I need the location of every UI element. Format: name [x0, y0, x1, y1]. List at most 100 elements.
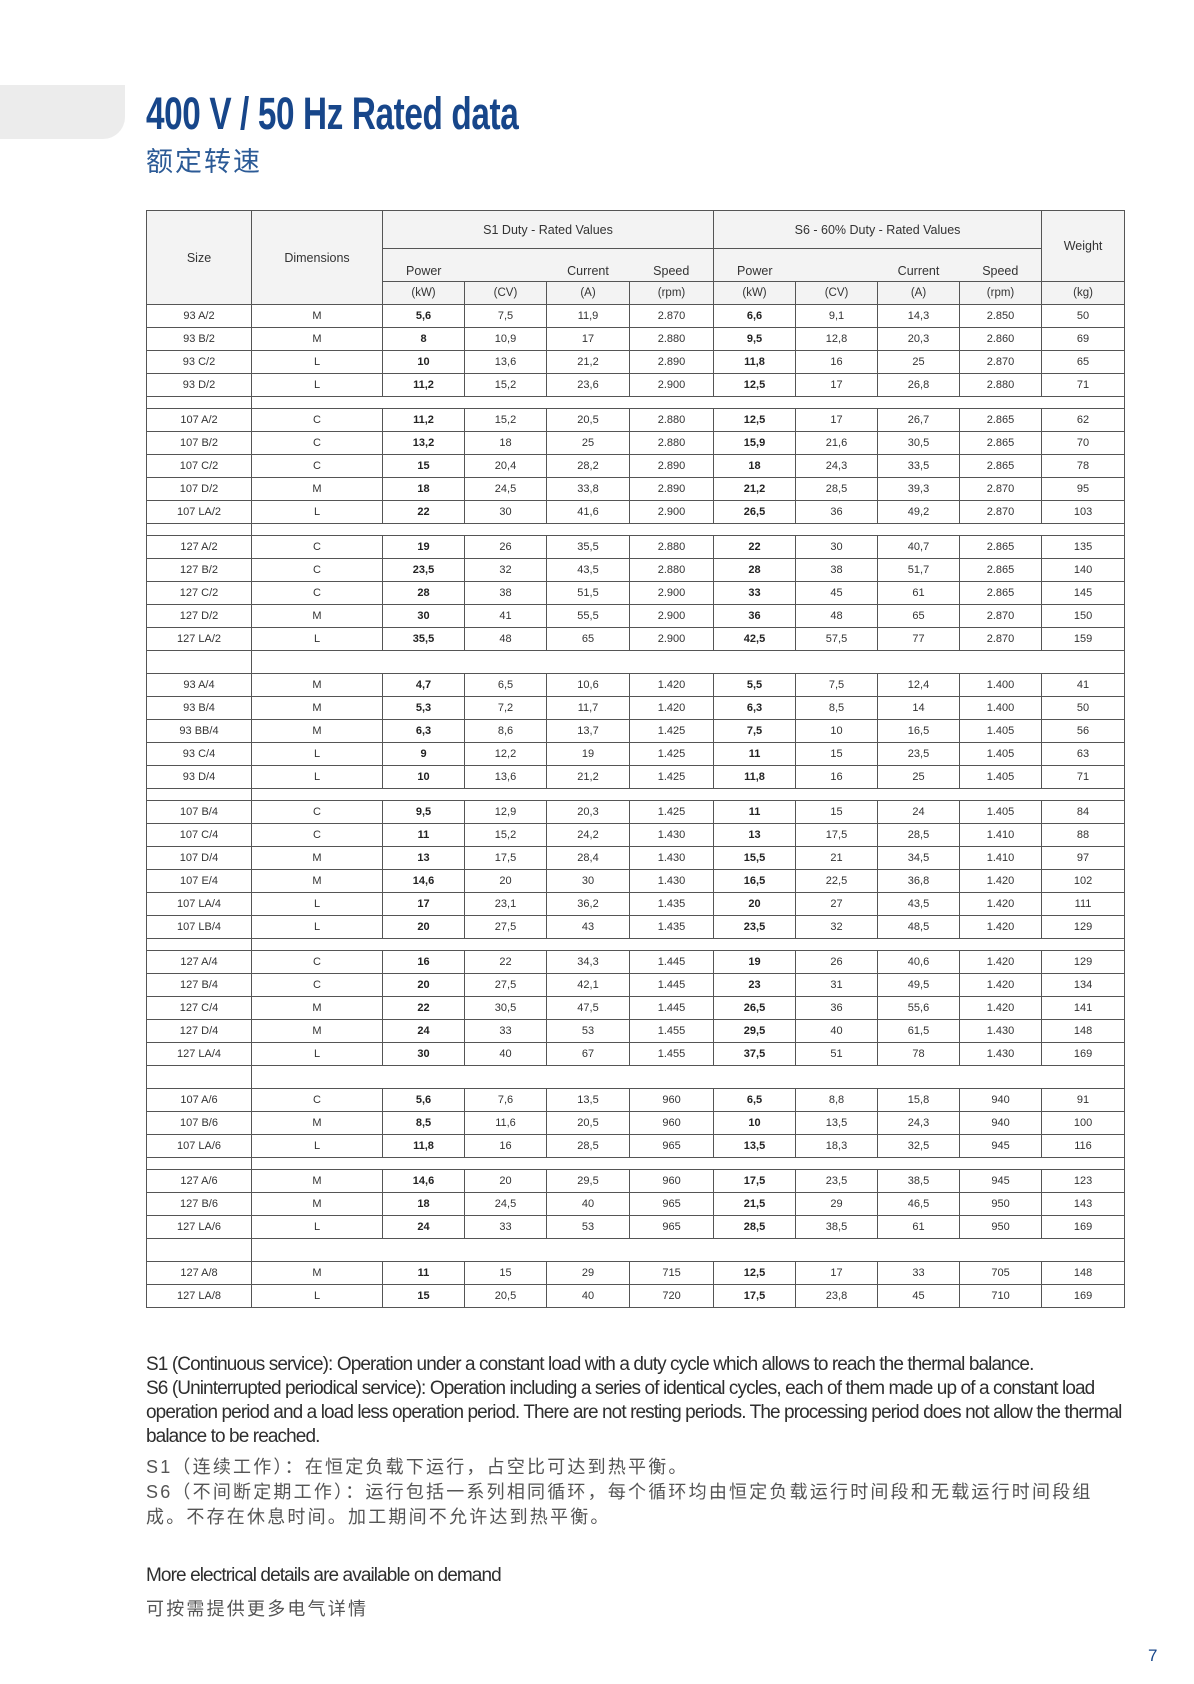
cell-dimensions: C — [251, 1088, 383, 1112]
table-cell: 51,5 — [546, 581, 630, 605]
table-cell: 2.890 — [628, 454, 715, 478]
table-cell: 2.880 — [628, 327, 715, 351]
cell-dimensions: M — [251, 719, 383, 743]
table-cell: 20,5 — [546, 408, 630, 432]
table-cell: 2.900 — [628, 500, 715, 524]
cell-dimensions: L — [251, 373, 383, 397]
cell-size: 127 LA/4 — [146, 1042, 252, 1066]
group-separator — [146, 1157, 1126, 1170]
cell-size: 127 D/2 — [146, 604, 252, 628]
table-cell: 940 — [959, 1111, 1043, 1135]
cell-dimensions: C — [251, 581, 383, 605]
table-cell: 11 — [713, 800, 797, 824]
table-cell: 169 — [1041, 1284, 1126, 1308]
table-cell: 78 — [877, 1042, 961, 1066]
note-s1-cn: S1（连续工作）：在恒定负载下运行，占空比可达到热平衡。 — [146, 1457, 689, 1477]
table-cell: 2.890 — [628, 477, 715, 501]
table-cell: 25 — [877, 765, 961, 789]
cell-size: 93 D/4 — [146, 765, 252, 789]
table-cell: 37,5 — [713, 1042, 797, 1066]
table-cell: 2.865 — [959, 535, 1043, 559]
table-cell: 1.420 — [959, 973, 1043, 997]
table-cell: 53 — [546, 1215, 630, 1239]
cell-size: 127 D/4 — [146, 1019, 252, 1043]
table-cell: 2.900 — [628, 581, 715, 605]
table-cell: 40,7 — [877, 535, 961, 559]
table-cell: 11 — [382, 1261, 465, 1285]
table-cell: 111 — [1041, 892, 1126, 916]
table-cell: 27 — [795, 892, 879, 916]
table-cell: 33 — [464, 1019, 547, 1043]
table-cell: 2.865 — [959, 408, 1043, 432]
table-cell: 6,6 — [713, 304, 797, 328]
table-cell: 29 — [546, 1261, 630, 1285]
table-cell: 13 — [713, 823, 797, 847]
table-cell: 2.870 — [959, 627, 1043, 651]
table-cell: 28,5 — [795, 477, 879, 501]
table-cell: 12,5 — [713, 373, 797, 397]
table-cell: 23 — [713, 973, 797, 997]
cell-dimensions: L — [251, 1042, 383, 1066]
table-cell: 56 — [1041, 719, 1126, 743]
table-cell: 33 — [877, 1261, 961, 1285]
table-cell: 8 — [382, 327, 465, 351]
cell-size: 107 C/2 — [146, 454, 252, 478]
table-cell: 17 — [795, 1261, 879, 1285]
table-cell: 134 — [1041, 973, 1126, 997]
table-cell: 9,5 — [382, 800, 465, 824]
table-cell: 31 — [795, 973, 879, 997]
table-cell: 1.420 — [959, 915, 1043, 939]
table-cell: 43 — [546, 915, 630, 939]
header-unit: (CV) — [464, 281, 547, 305]
cell-dimensions: M — [251, 1192, 383, 1216]
table-cell: 720 — [628, 1284, 715, 1308]
table-cell: 7,6 — [464, 1088, 547, 1112]
table-cell: 1.400 — [959, 696, 1043, 720]
table-cell: 22 — [713, 535, 797, 559]
separator-cell — [146, 1238, 252, 1262]
cell-dimensions: M — [251, 846, 383, 870]
table-cell: 1.435 — [628, 892, 715, 916]
table-cell: 11,9 — [546, 304, 630, 328]
table-cell: 11,6 — [464, 1111, 547, 1135]
cell-size: 93 A/2 — [146, 304, 252, 328]
table-cell: 16 — [464, 1134, 547, 1158]
table-cell: 11,2 — [382, 373, 465, 397]
table-row: 93 D/2 L 11,2 15,2 23,6 2.900 12,5 17 26,8 2.880 7… — [146, 373, 1126, 397]
table-cell: 6,5 — [464, 673, 547, 697]
table-cell: 5,6 — [382, 304, 465, 328]
table-cell: 16,5 — [713, 869, 797, 893]
cell-size: 127 C/4 — [146, 996, 252, 1020]
header-s1-power: Power — [382, 248, 465, 282]
header-s6-speed: Speed — [959, 248, 1043, 282]
table-cell: 9 — [382, 742, 465, 766]
table-row: 127 LA/2 L 35,5 48 65 2.900 42,5 57,5 77 2.870 159 — [146, 627, 1126, 651]
cell-size: 107 E/4 — [146, 869, 252, 893]
table-cell: 26 — [464, 535, 547, 559]
table-cell: 2.880 — [959, 373, 1043, 397]
table-cell: 18 — [382, 1192, 465, 1216]
table-cell: 159 — [1041, 627, 1126, 651]
table-cell: 14,6 — [382, 869, 465, 893]
table-cell: 10,6 — [546, 673, 630, 697]
cell-size: 107 A/6 — [146, 1088, 252, 1112]
table-cell: 143 — [1041, 1192, 1126, 1216]
cell-dimensions: C — [251, 408, 383, 432]
table-cell: 24,5 — [464, 1192, 547, 1216]
table-cell: 33,8 — [546, 477, 630, 501]
separator-cell — [146, 650, 252, 674]
table-cell: 21,2 — [713, 477, 797, 501]
table-cell: 45 — [795, 581, 879, 605]
table-cell: 65 — [877, 604, 961, 628]
table-cell: 2.865 — [959, 454, 1043, 478]
cell-size: 93 C/2 — [146, 350, 252, 374]
group-separator — [146, 650, 1126, 674]
cell-dimensions: L — [251, 1134, 383, 1158]
header-unit: (kW) — [382, 281, 465, 305]
table-cell: 43,5 — [546, 558, 630, 582]
table-cell: 49,2 — [877, 500, 961, 524]
table-cell: 36 — [713, 604, 797, 628]
table-cell: 28,4 — [546, 846, 630, 870]
table-cell: 1.445 — [628, 950, 715, 974]
cell-dimensions: C — [251, 454, 383, 478]
